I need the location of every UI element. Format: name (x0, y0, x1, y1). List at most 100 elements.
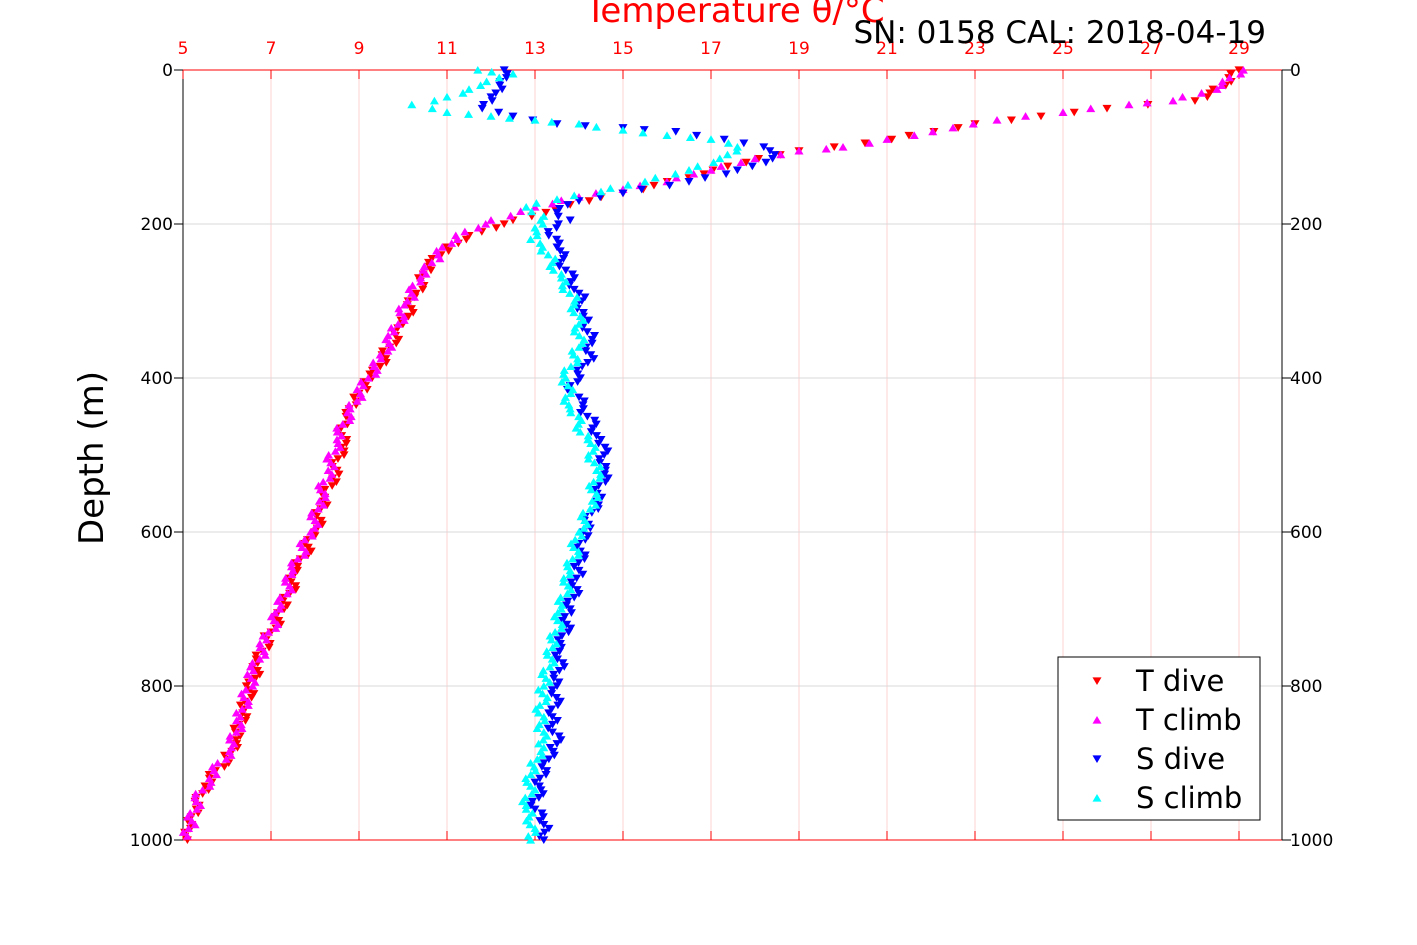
data-point (592, 432, 602, 440)
y-axis-label: Depth (m) (72, 371, 112, 545)
data-point (481, 219, 491, 228)
data-point (191, 797, 201, 806)
data-point (563, 381, 573, 390)
data-point (545, 662, 555, 671)
data-point (533, 708, 543, 717)
data-point (1197, 89, 1207, 97)
data-point (411, 289, 421, 298)
data-point (307, 508, 317, 517)
data-point (237, 705, 247, 713)
y-tick-label-left: 800 (141, 677, 173, 697)
data-point (558, 616, 568, 625)
data-point (418, 285, 428, 294)
data-point (904, 131, 914, 140)
data-point (255, 655, 265, 663)
data-point (570, 296, 580, 305)
data-point (333, 455, 343, 463)
x-tick-label: 23 (964, 39, 986, 59)
data-point (530, 778, 540, 787)
data-point (286, 558, 296, 567)
data-point (582, 328, 592, 336)
data-point (246, 674, 256, 682)
data-point (573, 378, 583, 386)
data-point (759, 143, 769, 152)
data-point (574, 197, 584, 205)
data-point (530, 805, 540, 814)
data-point (287, 570, 297, 578)
data-point (516, 207, 526, 216)
data-point (576, 512, 586, 521)
data-point (368, 358, 378, 367)
data-point (948, 123, 958, 132)
data-point (527, 207, 537, 216)
data-point (689, 169, 699, 178)
data-point (530, 203, 540, 211)
data-point (237, 724, 247, 732)
data-point (829, 143, 839, 152)
data-point (491, 89, 501, 98)
data-series (178, 65, 1248, 845)
data-point (545, 744, 555, 752)
data-point (504, 114, 514, 122)
data-point (593, 493, 603, 501)
data-point (552, 224, 562, 232)
data-point (1069, 108, 1079, 117)
data-point (552, 235, 562, 244)
data-point (531, 828, 541, 836)
data-point (580, 122, 590, 130)
data-point (323, 466, 333, 474)
data-point (541, 770, 551, 779)
data-point (595, 193, 605, 202)
data-point (526, 835, 536, 844)
data-point (577, 531, 587, 540)
data-point (561, 277, 571, 286)
data-point (574, 331, 584, 340)
data-point (558, 659, 568, 667)
data-point (316, 516, 326, 525)
data-point (591, 501, 601, 509)
data-point (271, 624, 281, 632)
data-point (394, 335, 404, 344)
data-point (595, 462, 605, 471)
data-point (381, 335, 391, 344)
data-point (318, 477, 328, 486)
data-point (352, 385, 362, 394)
data-point (623, 180, 633, 189)
data-point (553, 597, 563, 605)
data-point (554, 732, 564, 741)
data-point (554, 239, 564, 248)
data-point (534, 794, 544, 802)
data-point (213, 758, 223, 767)
data-point (596, 187, 606, 196)
data-point (190, 820, 200, 829)
data-point (535, 701, 545, 709)
data-point (363, 373, 373, 382)
data-point (293, 563, 303, 571)
data-point (968, 119, 978, 128)
data-point (527, 797, 537, 806)
data-point (532, 724, 542, 732)
data-point (403, 312, 413, 321)
data-point (1212, 85, 1222, 93)
data-point (442, 108, 452, 116)
data-point (750, 154, 760, 163)
data-point (1205, 89, 1215, 98)
data-point (192, 805, 202, 813)
data-point (378, 347, 388, 356)
data-point (639, 126, 649, 134)
data-point (582, 520, 592, 528)
data-point (557, 632, 567, 640)
data-point (537, 763, 547, 771)
data-point (715, 154, 725, 163)
data-point (549, 674, 559, 683)
data-point (552, 740, 562, 748)
data-point (592, 466, 602, 474)
data-point (531, 766, 541, 775)
data-point (260, 651, 270, 659)
data-point (671, 128, 681, 136)
data-point (255, 643, 265, 652)
data-point (306, 512, 316, 521)
data-point (761, 158, 771, 167)
data-point (391, 339, 401, 348)
data-point (314, 497, 324, 505)
